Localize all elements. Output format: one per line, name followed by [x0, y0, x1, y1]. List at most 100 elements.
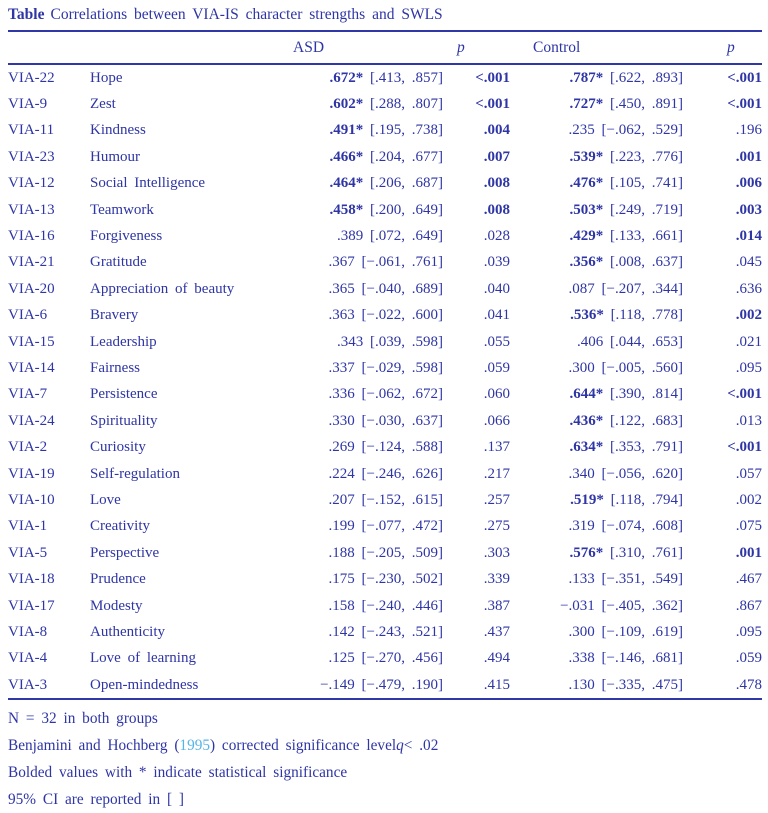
control-p-value-number: .095 — [735, 359, 762, 376]
control-value-number: .340 — [568, 465, 595, 482]
row-name: Love of learning — [90, 646, 293, 672]
asd-p-value-number: .028 — [483, 228, 510, 245]
asd-value: .158 [−.240, .446] — [293, 593, 443, 619]
asd-value-number: .458* — [329, 201, 364, 218]
asd-p-value: .004 — [443, 118, 510, 144]
asd-value-number: .367 — [328, 254, 355, 271]
asd-value-number: .464* — [329, 175, 364, 192]
row-name: Spirituality — [90, 408, 293, 434]
control-value-ci: [−.056, .620] — [594, 465, 683, 482]
row-name-ci: Social Intelligence — [90, 175, 206, 192]
control-value-ci: [.310, .761] — [603, 544, 683, 561]
row-name-ci: Perspective — [90, 544, 160, 561]
control-p-value-number: .196 — [735, 122, 762, 139]
control-p-value-number: .021 — [735, 333, 762, 350]
asd-value: .365 [−.040, .689] — [293, 276, 443, 302]
control-value-number: .338 — [568, 650, 595, 667]
asd-value-ci: [−.062, .672] — [354, 386, 443, 403]
asd-value: .199 [−.077, .472] — [293, 514, 443, 540]
asd-p-value-number: .303 — [483, 544, 510, 561]
table-row: VIA-14 Fairness .337 [−.029, .598] .059.300… — [8, 355, 762, 381]
control-value-ci: [.118, .778] — [603, 307, 683, 324]
control-value-number: .634* — [569, 439, 604, 456]
row-name-ci: Appreciation of beauty — [90, 280, 235, 297]
control-p-value: .075 — [683, 514, 762, 540]
row-name-ci: Self-regulation — [90, 465, 180, 482]
asd-p-value: .028 — [443, 223, 510, 249]
row-code-ci: VIA-22 — [8, 69, 55, 86]
control-value-ci: [.118, .794] — [603, 491, 683, 508]
asd-value: −.149 [−.479, .190] — [293, 672, 443, 699]
row-name: Curiosity — [90, 434, 293, 460]
row-code: VIA-6 — [8, 303, 90, 329]
row-code: VIA-2 — [8, 434, 90, 460]
table-row: VIA-24 Spirituality .330 [−.030, .637] .066… — [8, 408, 762, 434]
control-value-number: .539* — [569, 148, 604, 165]
citation-year-link[interactable]: 1995 — [179, 736, 211, 754]
asd-value-ci: [.072, .649] — [363, 228, 443, 245]
control-p-value: <.001 — [683, 382, 762, 408]
control-p-value: .002 — [683, 487, 762, 513]
row-code: VIA-12 — [8, 171, 90, 197]
row-code-ci: VIA-12 — [8, 175, 55, 192]
control-p-value-number: .467 — [735, 571, 762, 588]
control-p-value: <.001 — [683, 91, 762, 117]
asd-value-ci: [−.479, .190] — [354, 676, 443, 693]
table-row: VIA-23 Humour .466* [.204, .677] .007.539* … — [8, 144, 762, 170]
asd-value-ci: [.204, .677] — [363, 148, 443, 165]
asd-value: .367 [−.061, .761] — [293, 250, 443, 276]
row-name-ci: Modesty — [90, 597, 143, 614]
asd-value-ci: [−.022, .600] — [354, 307, 443, 324]
row-code: VIA-16 — [8, 223, 90, 249]
asd-p-value: .008 — [443, 171, 510, 197]
row-code-ci: VIA-7 — [8, 386, 48, 403]
row-code-ci: VIA-3 — [8, 676, 48, 693]
row-name-ci: Leadership — [90, 333, 157, 350]
asd-p-value-number: .275 — [483, 518, 510, 535]
row-code-ci: VIA-23 — [8, 148, 55, 165]
control-p-value-number: <.001 — [727, 439, 762, 456]
control-value-number: .087 — [568, 280, 595, 297]
control-value-number: .130 — [568, 676, 595, 693]
control-value: .235 [−.062, .529] — [510, 118, 683, 144]
row-code: VIA-1 — [8, 514, 90, 540]
control-p-value-number: .057 — [735, 465, 762, 482]
control-p-value-number: .867 — [735, 597, 762, 614]
asd-value-ci: [.195, .738] — [363, 122, 443, 139]
row-name: Modesty — [90, 593, 293, 619]
table-row: VIA-6 Bravery .363 [−.022, .600] .041.536* … — [8, 303, 762, 329]
asd-value: .142 [−.243, .521] — [293, 619, 443, 645]
control-value: .130 [−.335, .475] — [510, 672, 683, 699]
header-control-p: p — [727, 38, 735, 56]
note-q-symbol: q — [396, 736, 404, 754]
control-value: .319 [−.074, .608] — [510, 514, 683, 540]
row-code: VIA-13 — [8, 197, 90, 223]
control-value-ci: [−.335, .475] — [594, 676, 683, 693]
control-value-ci: [−.109, .619] — [594, 623, 683, 640]
control-value-ci: [.390, .814] — [603, 386, 683, 403]
control-value-number: .576* — [569, 544, 604, 561]
control-value-ci: [−.146, .681] — [594, 650, 683, 667]
control-value-ci: [−.074, .608] — [594, 518, 683, 535]
asd-value-number: .365 — [328, 280, 355, 297]
row-name-ci: Love of learning — [90, 650, 196, 667]
control-value-ci: [−.351, .549] — [594, 571, 683, 588]
asd-p-value-number: .494 — [483, 650, 510, 667]
row-code: VIA-24 — [8, 408, 90, 434]
asd-value-number: .466* — [329, 148, 364, 165]
row-name-ci: Forgiveness — [90, 228, 163, 245]
row-code: VIA-3 — [8, 672, 90, 699]
row-code-ci: VIA-10 — [8, 491, 55, 508]
correlation-table: ASD p Control p VIA-22 Hope .672* [.413, .… — [8, 30, 762, 700]
table-row: VIA-10 Love .207 [−.152, .615] .257.519* [.… — [8, 487, 762, 513]
asd-p-value: .275 — [443, 514, 510, 540]
table-header: ASD p Control p — [8, 31, 762, 64]
row-code-ci: VIA-1 — [8, 518, 48, 535]
control-value-number: .235 — [568, 122, 595, 139]
asd-value: .269 [−.124, .588] — [293, 434, 443, 460]
table-notes: N = 32 in both groups Benjamini and Hoch… — [8, 700, 762, 813]
asd-value-ci: [−.077, .472] — [354, 518, 443, 535]
asd-value: .175 [−.230, .502] — [293, 566, 443, 592]
control-p-value: .014 — [683, 223, 762, 249]
control-p-value: <.001 — [683, 64, 762, 91]
